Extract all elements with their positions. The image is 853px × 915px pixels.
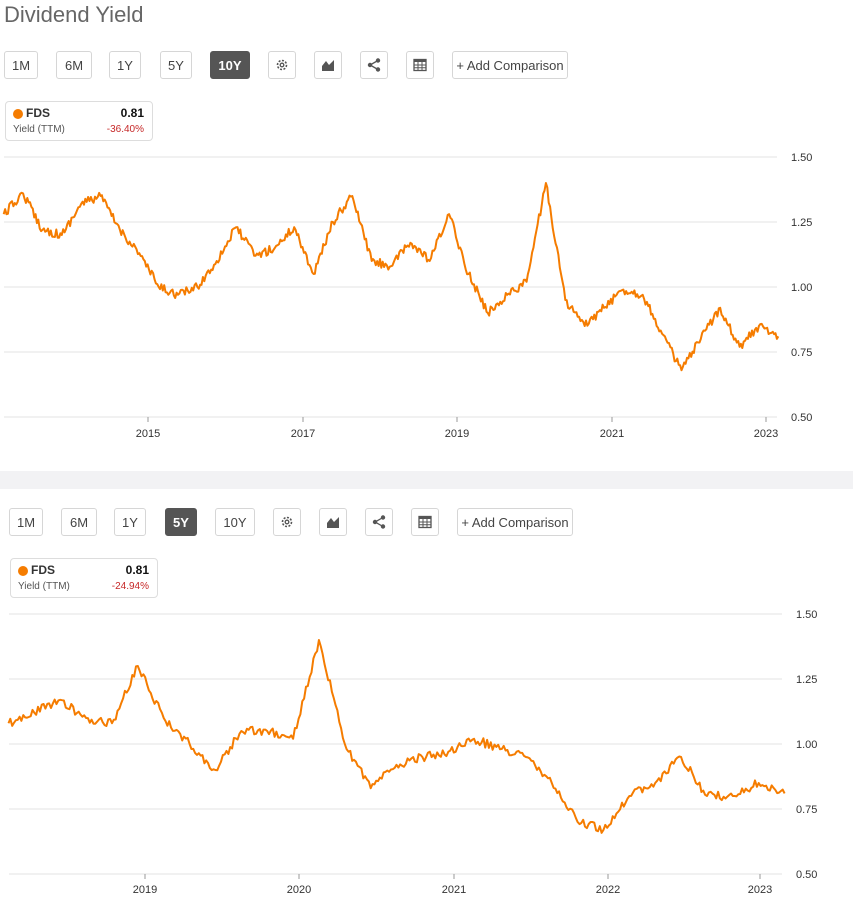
x-tick-label: 2021 [442,884,466,896]
chart-panel-5y: 1M 6M 1Y 5Y 10Y + Add Comparison FDS 0.8… [0,508,853,915]
page-title: Dividend Yield [4,2,144,27]
period-1m-button[interactable]: 1M [4,51,38,79]
table-button[interactable] [411,508,439,536]
x-tick-label: 2020 [287,884,311,896]
y-tick-label: 1.00 [791,282,812,294]
share-button[interactable] [365,508,393,536]
add-comparison-button[interactable]: + Add Comparison [452,51,568,79]
x-tick-label: 2023 [754,428,778,440]
table-button[interactable] [406,51,434,79]
period-10y-button[interactable]: 10Y [210,51,250,79]
x-tick-label: 2021 [600,428,624,440]
period-6m-button[interactable]: 6M [61,508,97,536]
x-tick-label: 2023 [748,884,772,896]
legend-metric: Yield (TTM) [18,581,70,592]
legend-value: 0.81 [125,563,149,577]
y-tick-label: 1.25 [791,217,812,229]
table-icon [418,515,432,529]
x-tick-label: 2015 [136,428,160,440]
period-5y-button[interactable]: 5Y [165,508,197,536]
share-icon [367,58,381,72]
legend-ticker: FDS [31,563,55,577]
chart-type-button[interactable] [314,51,342,79]
share-button[interactable] [360,51,388,79]
yield-chart-5y: 1.50 1.25 1.00 0.75 0.50 2019 2020 2021 2022 2023 [7,609,817,896]
y-tick-label: 0.50 [796,869,817,881]
y-tick-label: 0.75 [796,804,817,816]
x-tick-label: 2017 [291,428,315,440]
table-icon [413,58,427,72]
period-10y-button[interactable]: 10Y [215,508,255,536]
legend-value: 0.81 [120,106,144,120]
panel-divider [0,471,853,489]
x-tick-label: 2019 [133,884,157,896]
legend-metric: Yield (TTM) [13,124,65,135]
legend-change: -24.94% [111,581,149,592]
share-icon [372,515,386,529]
legend-box: FDS 0.81 Yield (TTM) -24.94% [10,558,158,598]
series-dot-icon [18,566,28,576]
legend-box: FDS 0.81 Yield (TTM) -36.40% [5,101,153,141]
y-tick-label: 1.25 [796,674,817,686]
series-line-fds [7,639,786,834]
period-1y-button[interactable]: 1Y [114,508,146,536]
period-5y-button[interactable]: 5Y [160,51,192,79]
legend-ticker: FDS [26,106,50,120]
y-tick-label: 1.00 [796,739,817,751]
y-tick-label: 0.50 [791,412,812,424]
x-tick-label: 2022 [596,884,620,896]
add-comparison-button[interactable]: + Add Comparison [457,508,573,536]
yield-chart-10y: 1.50 1.25 1.00 0.75 0.50 2015 2017 2019 2021 2023 [2,152,812,440]
legend-change: -36.40% [106,124,144,135]
gear-icon [276,59,288,71]
period-1y-button[interactable]: 1Y [109,51,141,79]
y-tick-label: 0.75 [791,347,812,359]
y-tick-label: 1.50 [791,152,812,164]
series-dot-icon [13,109,23,119]
chart-type-button[interactable] [319,508,347,536]
settings-button[interactable] [268,51,296,79]
y-tick-label: 1.50 [796,609,817,621]
chart-type-icon [327,517,339,528]
x-tick-label: 2019 [445,428,469,440]
period-6m-button[interactable]: 6M [56,51,92,79]
period-1m-button[interactable]: 1M [9,508,43,536]
chart-panel-10y: 1M 6M 1Y 5Y 10Y + Add Comparison FDS 0.8… [0,51,853,471]
chart-type-icon [322,60,334,71]
gear-icon [281,516,293,528]
series-line-fds [2,182,780,372]
settings-button[interactable] [273,508,301,536]
